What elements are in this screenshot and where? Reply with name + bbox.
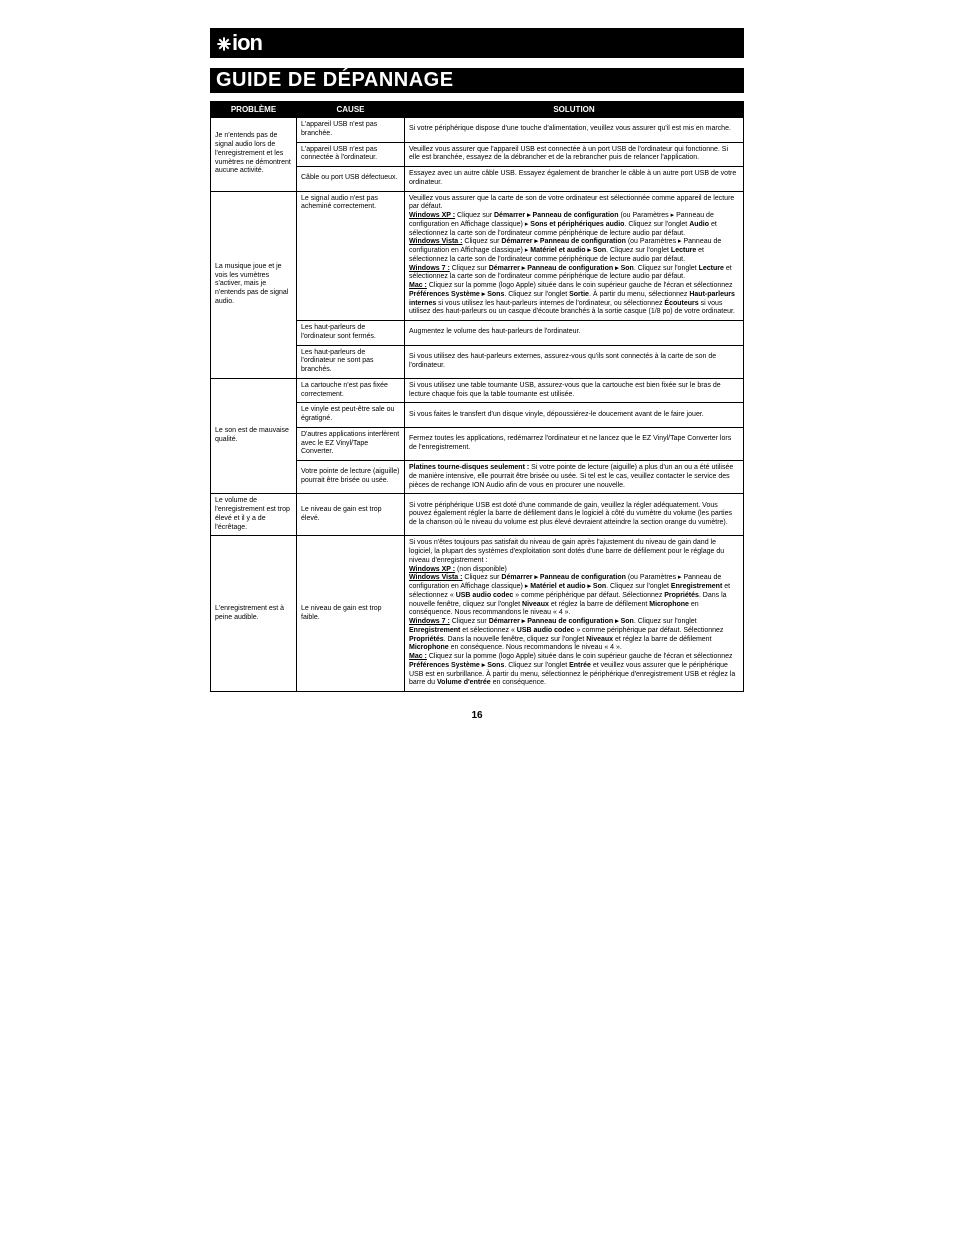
table-row: Je n'entends pas de signal audio lors de… [211,118,744,143]
solution-cell: Essayez avec un autre câble USB. Essayez… [405,167,744,192]
solution-cell: Si vous n'êtes toujours pas satisfait du… [405,536,744,692]
cause-cell: Votre pointe de lecture (aiguille) pourr… [297,461,405,494]
solution-cell: Si votre périphérique dispose d'une touc… [405,118,744,143]
solution-cell: Veuillez vous assurer que l'appareil USB… [405,142,744,167]
solution-cell: Si vous utilisez une table tournante USB… [405,378,744,403]
table-row: Le son est de mauvaise qualité. La carto… [211,378,744,403]
solution-cell: Si vous utilisez des haut-parleurs exter… [405,345,744,378]
header-solution: SOLUTION [405,102,744,118]
document-page: ion GUIDE DE DÉPANNAGE PROBLÈME CAUSE SO… [0,0,954,761]
table-row: L'enregistrement est à peine audible. Le… [211,536,744,692]
troubleshooting-table: PROBLÈME CAUSE SOLUTION Je n'entends pas… [210,101,744,692]
page-title: GUIDE DE DÉPANNAGE [210,68,744,93]
asterisk-icon [216,36,232,52]
solution-cell: Fermez toutes les applications, redémarr… [405,427,744,460]
cause-cell: Les haut-parleurs de l'ordinateur ne son… [297,345,405,378]
cause-cell: Le niveau de gain est trop faible. [297,536,405,692]
header-problem: PROBLÈME [211,102,297,118]
cause-cell: Le signal audio n'est pas acheminé corre… [297,191,405,321]
solution-cell: Platines tourne-disques seulement : Si v… [405,461,744,494]
cause-cell: La cartouche n'est pas fixée correctemen… [297,378,405,403]
table-row: Le volume de l'enregistrement est trop é… [211,494,744,536]
solution-cell: Veuillez vous assurer que la carte de so… [405,191,744,321]
brand-logo: ion [210,28,744,58]
problem-cell: Le volume de l'enregistrement est trop é… [211,494,297,536]
header-cause: CAUSE [297,102,405,118]
cause-cell: Le niveau de gain est trop élevé. [297,494,405,536]
problem-cell: Le son est de mauvaise qualité. [211,378,297,494]
table-row: La musique joue et je vois les vumètres … [211,191,744,321]
cause-cell: Le vinyle est peut-être sale ou égratign… [297,403,405,428]
cause-cell: L'appareil USB n'est pas connectée à l'o… [297,142,405,167]
cause-cell: Les haut-parleurs de l'ordinateur sont f… [297,321,405,346]
problem-cell: La musique joue et je vois les vumètres … [211,191,297,378]
cause-cell: D'autres applications interfèrent avec l… [297,427,405,460]
table-header-row: PROBLÈME CAUSE SOLUTION [211,102,744,118]
cause-cell: L'appareil USB n'est pas branchée. [297,118,405,143]
problem-cell: Je n'entends pas de signal audio lors de… [211,118,297,192]
solution-cell: Si vous faites le transfert d'un disque … [405,403,744,428]
page-number: 16 [210,710,744,721]
problem-cell: L'enregistrement est à peine audible. [211,536,297,692]
solution-cell: Si votre périphérique USB est doté d'une… [405,494,744,536]
logo-text: ion [232,30,262,55]
cause-cell: Câble ou port USB défectueux. [297,167,405,192]
solution-cell: Augmentez le volume des haut-parleurs de… [405,321,744,346]
